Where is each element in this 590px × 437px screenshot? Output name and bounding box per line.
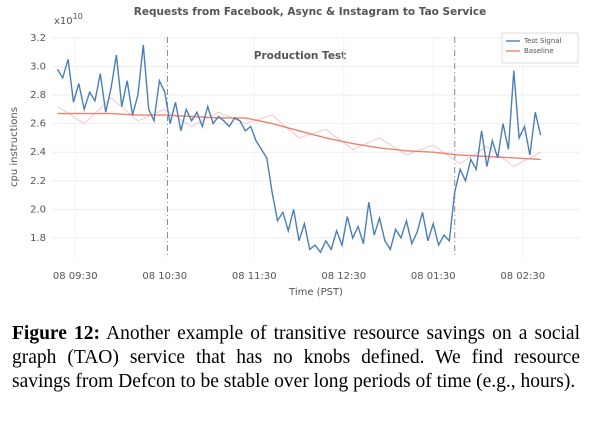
chart: Requests from Facebook, Async & Instagra… xyxy=(9,6,580,298)
caption: Figure 12: Another example of transitive… xyxy=(12,322,580,394)
y-tick-label: 1.8 xyxy=(30,233,46,244)
y-tick-label: 3.0 xyxy=(30,61,46,72)
y-scale-base: x10 xyxy=(54,16,73,27)
legend-label: Baseline xyxy=(524,47,554,55)
x-tick-label: 08 12:30 xyxy=(321,271,366,282)
x-tick-label: 08 11:30 xyxy=(232,271,277,282)
x-axis-label: Time (PST) xyxy=(288,287,343,298)
y-scale-exponent: 10 xyxy=(73,12,83,21)
chart-title: Requests from Facebook, Async & Instagra… xyxy=(134,6,486,18)
y-tick-label: 2.6 xyxy=(30,119,46,130)
y-axis-label: cpu instructions xyxy=(9,107,20,187)
line-series xyxy=(57,97,541,168)
x-tick-label: 08 01:30 xyxy=(411,271,456,282)
y-scale: x1010 xyxy=(54,12,83,28)
x-tick-label: 08 09:30 xyxy=(53,271,98,282)
legend-box xyxy=(501,32,579,64)
line-series xyxy=(57,112,541,161)
annotation: Production Test xyxy=(254,50,346,62)
x-tick-label: 08 02:30 xyxy=(500,271,545,282)
caption-text: Another example of transitive resource s… xyxy=(12,323,580,392)
x-tick-label: 08 10:30 xyxy=(142,271,187,282)
legend-label: Test Signal xyxy=(523,37,562,45)
y-tick-label: 2.2 xyxy=(30,176,46,187)
caption-label: Figure 12: xyxy=(12,323,100,344)
y-tick-label: 2.0 xyxy=(30,204,46,215)
line-series xyxy=(56,44,542,254)
y-tick-label: 3.2 xyxy=(30,33,46,44)
y-tick-label: 2.4 xyxy=(30,147,46,158)
y-tick-label: 2.8 xyxy=(30,90,46,101)
